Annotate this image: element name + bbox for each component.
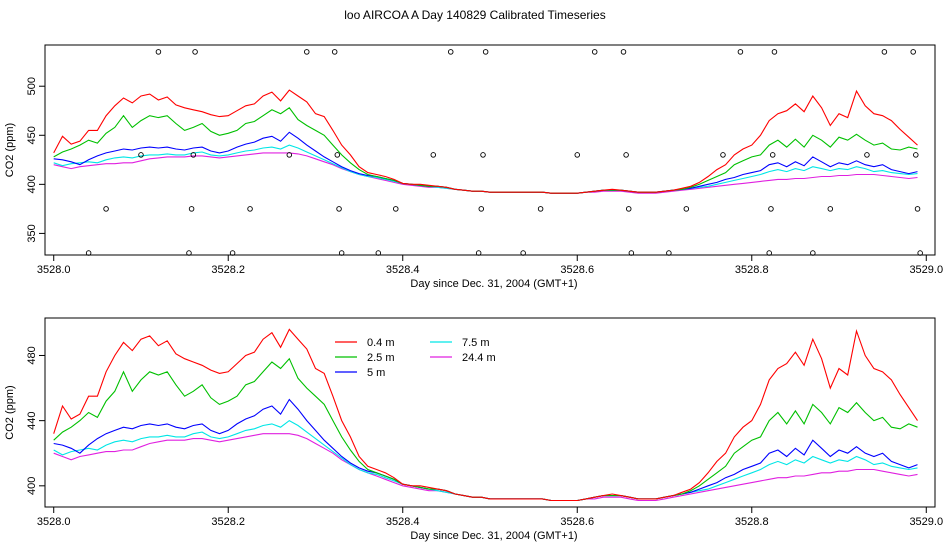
y-tick-label: 440 — [26, 411, 38, 429]
sample-point — [480, 152, 486, 158]
sample-point — [186, 250, 192, 256]
sample-point — [620, 49, 627, 55]
x-axis-label: Day since Dec. 31, 2004 (GMT+1) — [410, 530, 577, 542]
sample-point — [768, 206, 774, 212]
sample-point — [766, 250, 772, 256]
sample-point — [769, 152, 776, 158]
sample-point — [910, 49, 916, 55]
y-axis-label: CO2 (ppm) — [4, 123, 16, 177]
bottom-panel: 3528.0 3528.2 3528.4 3528.6 3528.8 3529.0 400 4… — [4, 317, 943, 542]
x-tick-label: 3529.0 — [909, 264, 943, 276]
y-tick-label: 400 — [26, 175, 38, 193]
sample-point — [192, 49, 198, 55]
y-tick-label: 400 — [26, 477, 38, 495]
plot-frame — [44, 44, 936, 256]
series-line-7-5-m — [53, 144, 918, 194]
x-tick-label: 3528.8 — [735, 516, 769, 528]
x-tick-label: 3529.0 — [909, 516, 943, 528]
legend-label: 24.4 m — [462, 352, 496, 364]
series-group — [53, 328, 918, 502]
series-line-0-4-m — [53, 89, 918, 194]
sample-point — [247, 206, 253, 212]
sample-point — [482, 49, 489, 55]
series-line-7-5-m — [53, 419, 918, 502]
top-panel: 3528.0 3528.2 3528.4 3528.6 3528.8 3529.0 350 4… — [4, 44, 943, 290]
sample-point — [103, 206, 109, 212]
sample-point — [85, 250, 92, 256]
series-group — [53, 89, 918, 194]
figure-title: loo AIRCOA A Day 140829 Calibrated Times… — [344, 8, 606, 22]
sample-point — [447, 49, 454, 55]
x-tick-label: 3528.0 — [37, 264, 71, 276]
legend-label: 2.5 m — [367, 352, 395, 364]
sample-point — [881, 49, 888, 55]
sample-point — [331, 49, 338, 55]
y-tick-label: 350 — [26, 224, 38, 242]
x-tick-label: 3528.0 — [37, 516, 71, 528]
sample-point — [475, 250, 482, 256]
sample-point — [591, 49, 598, 55]
legend-label: 0.4 m — [367, 337, 395, 349]
series-line-2-5-m — [53, 357, 918, 502]
y-axis-label: CO2 (ppm) — [4, 385, 16, 439]
y-tick-label: 500 — [26, 77, 38, 95]
x-tick-label: 3528.6 — [560, 516, 594, 528]
x-tick-label: 3528.4 — [386, 516, 420, 528]
x-tick-label: 3528.2 — [211, 264, 245, 276]
sample-point — [623, 152, 629, 158]
sample-point — [625, 206, 632, 212]
sample-point — [430, 152, 437, 158]
sample-point — [338, 250, 345, 256]
sample-point — [336, 206, 342, 212]
y-tick-label: 480 — [26, 346, 38, 364]
sample-point — [771, 49, 778, 55]
sample-point — [188, 206, 195, 212]
sample-point — [393, 206, 399, 212]
series-line-5-m — [53, 398, 918, 502]
y-tick-label: 450 — [26, 126, 38, 144]
sample-point — [478, 206, 485, 212]
sample-point — [666, 250, 672, 256]
sample-point — [286, 152, 293, 158]
legend-label: 5 m — [367, 367, 385, 379]
legend-label: 7.5 m — [462, 337, 490, 349]
sample-point — [914, 206, 921, 212]
legend: 0.4 m 2.5 m 5 m 7.5 m 24.4 m — [335, 337, 496, 379]
series-line-24-4-m — [53, 433, 918, 502]
sample-point — [537, 206, 544, 212]
sample-point — [917, 250, 923, 256]
sample-point — [683, 206, 690, 212]
series-line-0-4-m — [53, 328, 918, 502]
sample-point — [737, 49, 744, 55]
sample-point — [229, 250, 236, 256]
sample-point — [913, 152, 919, 158]
x-tick-label: 3528.8 — [735, 264, 769, 276]
sample-point — [304, 49, 310, 55]
sample-point — [334, 152, 341, 158]
sample-point — [520, 250, 526, 256]
sample-point — [864, 152, 870, 158]
series-line-24-4-m — [53, 152, 918, 194]
sample-point — [628, 250, 635, 256]
series-line-2-5-m — [53, 107, 918, 194]
x-tick-label: 3528.6 — [560, 264, 594, 276]
sample-point — [810, 250, 816, 256]
x-tick-label: 3528.4 — [386, 264, 420, 276]
sample-point — [375, 250, 382, 256]
sample-point — [138, 152, 144, 158]
x-axis-label: Day since Dec. 31, 2004 (GMT+1) — [410, 278, 577, 290]
x-tick-label: 3528.2 — [211, 516, 245, 528]
plot-frame — [44, 317, 936, 508]
sample-point — [720, 152, 726, 158]
sample-point — [827, 206, 834, 212]
sample-point — [155, 49, 162, 55]
sample-point — [574, 152, 581, 158]
sample-point — [190, 152, 197, 158]
series-line-5-m — [53, 131, 918, 194]
